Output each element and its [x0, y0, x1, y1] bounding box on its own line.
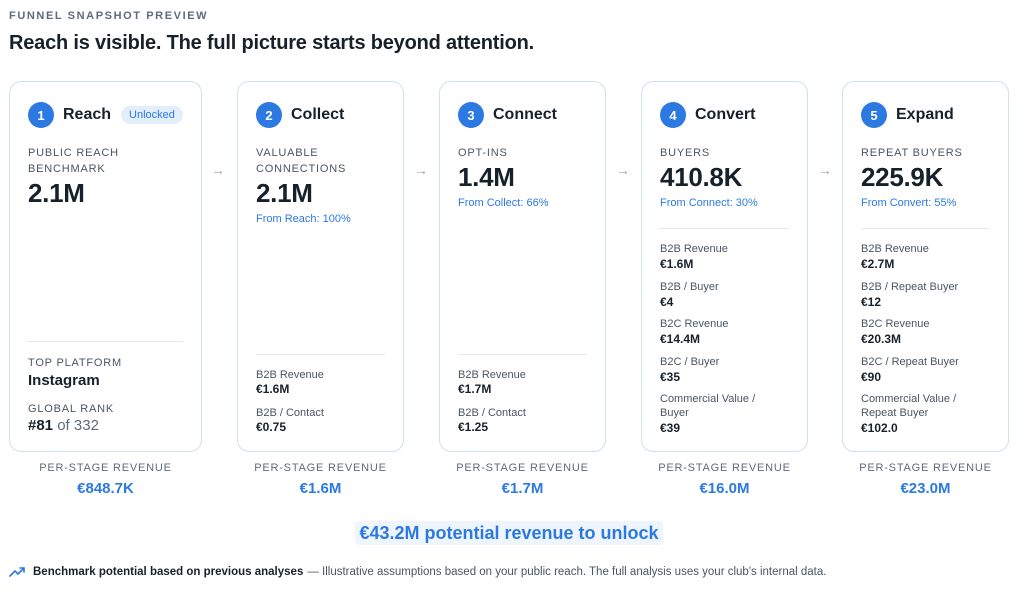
kv-value: €0.75: [256, 420, 287, 434]
footer-bold: Benchmark potential based on previous an…: [33, 566, 304, 578]
eyebrow: FUNNEL SNAPSHOT PREVIEW: [9, 10, 209, 22]
stage-number: 1: [28, 102, 54, 128]
stage-number: 4: [660, 102, 686, 128]
total-text: €43.2M potential revenue to unlock: [355, 521, 663, 545]
arrow-icon: →: [414, 162, 428, 178]
metric-label: REPEAT BUYERS: [861, 147, 963, 159]
kv-value: €14.4M: [660, 332, 701, 346]
kv-value: €4: [660, 295, 674, 309]
kv-label: B2C Revenue: [861, 318, 930, 330]
kv-value: €35: [660, 370, 681, 384]
metric-value: 1.4M: [458, 162, 515, 192]
kv-value: €90: [861, 370, 882, 384]
rank-number: #81: [28, 417, 54, 434]
metric-value: 2.1M: [256, 178, 313, 208]
kv-label: B2B / Contact: [458, 407, 526, 419]
conversion-note: From Collect: 66%: [458, 197, 549, 209]
stage-title: Convert: [695, 106, 756, 123]
revenue-value: €848.7K: [77, 480, 134, 497]
unlocked-badge: Unlocked: [121, 106, 183, 124]
stage-header: 4 Convert: [660, 102, 755, 128]
kv-label: B2C / Repeat Buyer: [861, 356, 959, 368]
kv-label: B2B Revenue: [861, 243, 929, 255]
stage-card-expand: 5 Expand REPEAT BUYERS 225.9K From Conve…: [842, 81, 1009, 452]
kv-label: B2B Revenue: [458, 369, 526, 381]
trending-up-icon: [9, 567, 25, 577]
arrow-icon: →: [211, 162, 225, 178]
stage-title: Expand: [896, 106, 954, 123]
kv-label: B2B / Contact: [256, 407, 324, 419]
stage-number: 5: [861, 102, 887, 128]
kv-label: Commercial Value / Buyer: [660, 393, 756, 419]
kv-label: Commercial Value / Repeat Buyer: [861, 393, 957, 419]
revenue-label: PER-STAGE REVENUE: [859, 462, 992, 474]
arrow-icon: →: [818, 162, 832, 178]
stage-title: Collect: [291, 106, 345, 123]
stage-card-convert: 4 Convert BUYERS 410.8K From Connect: 30…: [641, 81, 808, 452]
kv-value: €12: [861, 295, 882, 309]
page-title: Reach is visible. The full picture start…: [9, 32, 534, 54]
kv-value: €39: [660, 421, 681, 435]
revenue-label: PER-STAGE REVENUE: [39, 462, 172, 474]
revenue-label: PER-STAGE REVENUE: [658, 462, 791, 474]
divider: [256, 354, 385, 355]
kv-label: B2C / Buyer: [660, 356, 720, 368]
kv-value: €1.25: [458, 420, 489, 434]
kv-label: B2B Revenue: [256, 369, 324, 381]
kv-value: €1.6M: [256, 382, 290, 396]
revenue-value: €16.0M: [699, 480, 750, 497]
metric-label: OPT-INS: [458, 147, 508, 159]
conversion-note: From Connect: 30%: [660, 197, 758, 209]
stage-card-collect: 2 Collect VALUABLE CONNECTIONS 2.1M From…: [237, 81, 404, 452]
arrow-icon: →: [616, 162, 630, 178]
kv-value: €20.3M: [861, 332, 902, 346]
metric-label: PUBLIC REACH BENCHMARK: [28, 147, 119, 175]
stage-card-reach: 1 Reach Unlocked PUBLIC REACH BENCHMARK …: [9, 81, 202, 452]
global-rank-label: GLOBAL RANK: [28, 403, 115, 415]
kv-label: B2B / Buyer: [660, 281, 719, 293]
conversion-note: From Convert: 55%: [861, 197, 957, 209]
total-potential-revenue: €43.2M potential revenue to unlock: [0, 521, 1018, 545]
stage-header: 3 Connect: [458, 102, 557, 128]
divider: [660, 228, 789, 229]
revenue-value: €1.7M: [501, 480, 544, 497]
revenue-value: €23.0M: [900, 480, 951, 497]
divider: [861, 228, 990, 229]
metric-value: 410.8K: [660, 162, 743, 192]
divider: [458, 354, 587, 355]
metric-value: 2.1M: [28, 178, 85, 208]
stage-title: Reach: [63, 106, 112, 123]
kv-label: B2C Revenue: [660, 318, 729, 330]
divider: [28, 341, 183, 342]
top-platform-label: TOP PLATFORM: [28, 357, 122, 369]
global-rank-value: #81 of 332: [28, 417, 99, 434]
rank-suffix: of 332: [57, 417, 99, 434]
metric-value: 225.9K: [861, 162, 944, 192]
kv-label: B2B / Repeat Buyer: [861, 281, 959, 293]
stage-header: 2 Collect: [256, 102, 344, 128]
stage-header: 5 Expand: [861, 102, 954, 128]
stage-title: Connect: [493, 106, 557, 123]
metric-label: VALUABLE CONNECTIONS: [256, 147, 347, 175]
revenue-label: PER-STAGE REVENUE: [456, 462, 589, 474]
top-platform-value: Instagram: [28, 372, 100, 389]
kv-label: B2B Revenue: [660, 243, 728, 255]
kv-value: €1.7M: [458, 382, 492, 396]
stage-number: 3: [458, 102, 484, 128]
metric-label: BUYERS: [660, 147, 711, 159]
revenue-label: PER-STAGE REVENUE: [254, 462, 387, 474]
stage-header: 1 Reach Unlocked: [28, 102, 183, 128]
stage-number: 2: [256, 102, 282, 128]
footer-text: — Illustrative assumptions based on your…: [307, 566, 827, 578]
conversion-note: From Reach: 100%: [256, 213, 351, 225]
revenue-value: €1.6M: [299, 480, 342, 497]
kv-value: €2.7M: [861, 257, 895, 271]
footer-note: Benchmark potential based on previous an…: [9, 566, 826, 578]
kv-value: €102.0: [861, 421, 898, 435]
kv-value: €1.6M: [660, 257, 694, 271]
stage-card-connect: 3 Connect OPT-INS 1.4M From Collect: 66%…: [439, 81, 606, 452]
